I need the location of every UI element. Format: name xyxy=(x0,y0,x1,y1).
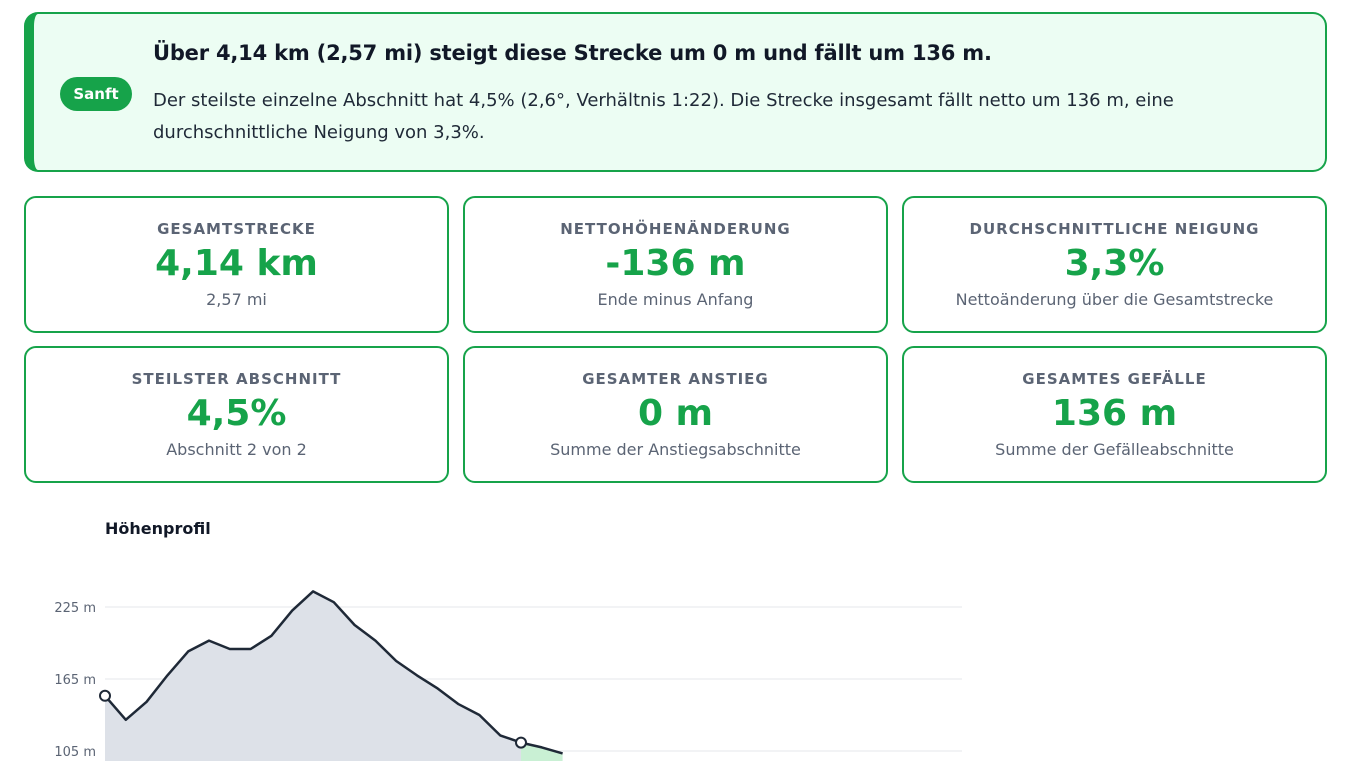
stat-card-total-ascent: GESAMTER ANSTIEG 0 m Summe der Anstiegsa… xyxy=(463,346,888,483)
summary-banner: Sanft Über 4,14 km (2,57 mi) steigt dies… xyxy=(24,12,1327,172)
stat-label: STEILSTER ABSCHNITT xyxy=(131,370,342,388)
chart-title: Höhenprofil xyxy=(105,519,211,538)
stat-value: 0 m xyxy=(637,393,714,434)
segment-marker xyxy=(99,689,111,702)
segment-marker xyxy=(515,736,527,749)
elevation-line xyxy=(104,590,563,755)
y-tick-label: 225 m xyxy=(54,601,96,616)
summary-title: Über 4,14 km (2,57 mi) steigt diese Stre… xyxy=(153,41,992,65)
steepest-segment-area xyxy=(521,742,563,761)
stat-label: GESAMTES GEFÄLLE xyxy=(1022,370,1207,388)
stat-card-steepest-segment: STEILSTER ABSCHNITT 4,5% Abschnitt 2 von… xyxy=(24,346,449,483)
stat-card-total-distance: GESAMTSTRECKE 4,14 km 2,57 mi xyxy=(24,196,449,333)
stat-label: NETTOHÖHENÄNDERUNG xyxy=(560,220,791,238)
stat-value: -136 m xyxy=(605,243,746,284)
stat-subtext: Summe der Gefälleabschnitte xyxy=(995,440,1234,459)
stat-subtext: Summe der Anstiegsabschnitte xyxy=(550,440,801,459)
stat-value: 136 m xyxy=(1051,393,1178,434)
stat-value: 4,14 km xyxy=(155,243,318,284)
stat-subtext: Nettoänderung über die Gesamtstrecke xyxy=(955,290,1274,309)
stat-card-average-grade: DURCHSCHNITTLICHE NEIGUNG 3,3% Nettoände… xyxy=(902,196,1327,333)
stat-label: DURCHSCHNITTLICHE NEIGUNG xyxy=(969,220,1260,238)
y-tick-label: 105 m xyxy=(54,745,96,760)
stat-subtext: Ende minus Anfang xyxy=(597,290,754,309)
stat-subtext: Abschnitt 2 von 2 xyxy=(166,440,307,459)
stat-card-net-elevation: NETTOHÖHENÄNDERUNG -136 m Ende minus Anf… xyxy=(463,196,888,333)
y-tick-label: 165 m xyxy=(54,673,96,688)
stat-subtext: 2,57 mi xyxy=(206,290,267,309)
elevation-area xyxy=(105,591,521,761)
elevation-chart: 225 m 165 m 105 m xyxy=(54,590,962,761)
stat-label: GESAMTER ANSTIEG xyxy=(582,370,769,388)
stat-card-total-descent: GESAMTES GEFÄLLE 136 m Summe der Gefälle… xyxy=(902,346,1327,483)
difficulty-badge: Sanft xyxy=(60,77,132,111)
summary-description: Der steilste einzelne Abschnitt hat 4,5%… xyxy=(153,90,1174,143)
stat-value: 4,5% xyxy=(186,393,287,434)
stat-label: GESAMTSTRECKE xyxy=(157,220,316,238)
stat-value: 3,3% xyxy=(1064,243,1165,284)
